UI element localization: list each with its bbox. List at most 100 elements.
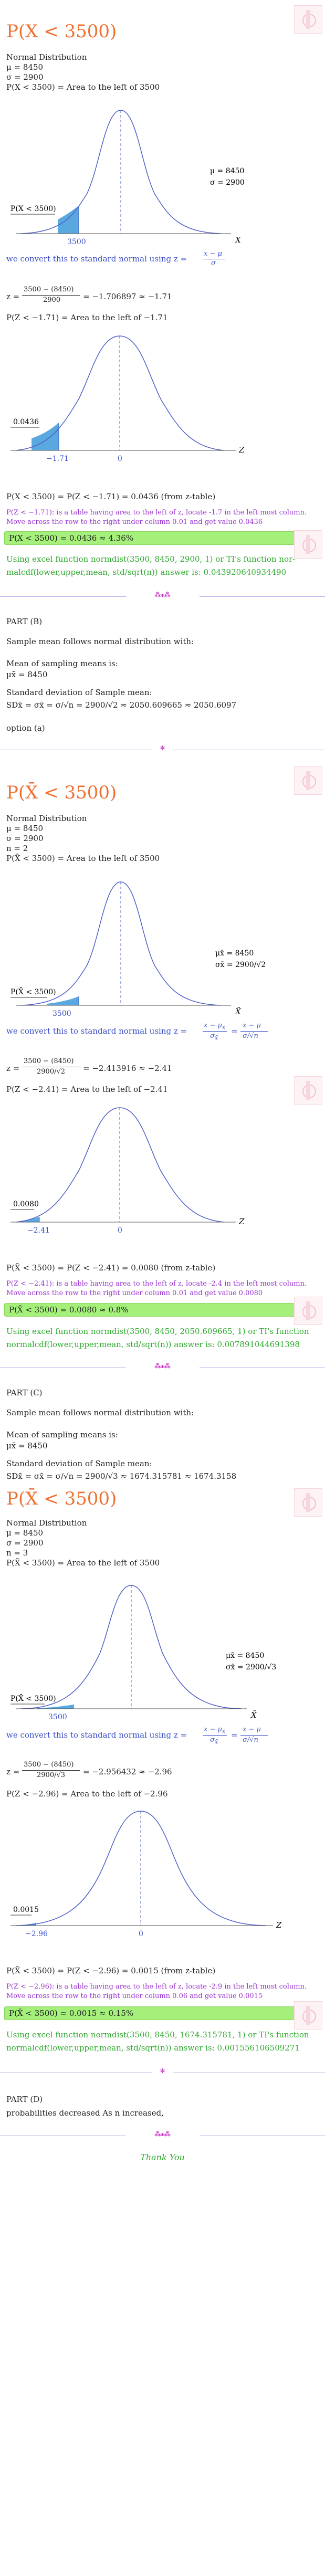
legend-mu: μ = 8450 <box>210 167 244 175</box>
shaded-area <box>32 423 59 450</box>
area-label: 0.0436 <box>13 418 39 426</box>
watermark-logo <box>294 1076 322 1105</box>
intro-line: Sample mean follows normal distribution … <box>6 1408 194 1417</box>
shaded-area <box>37 1705 74 1709</box>
section-title: P(X̄ < 3500) <box>6 782 117 803</box>
answer-text: P(X̄ < 3500) = 0.0015 ≈ 0.15% <box>9 2009 134 2018</box>
normal-curve-z: 0.0015 −2.96 0 Z <box>11 1811 282 1937</box>
z-fraction: σx̄ <box>210 1736 218 1746</box>
convert-text: we convert this to standard normal using… <box>6 1730 187 1740</box>
given-line: P(X < 3500) = Area to the left of 3500 <box>6 82 160 92</box>
watermark-logo <box>294 530 322 559</box>
convert-text: we convert this to standard normal using… <box>6 1026 187 1036</box>
z-calc-result: = −2.956432 ≈ −2.96 <box>83 1767 172 1776</box>
z-fraction: x − μ <box>243 1726 261 1733</box>
mean-title: Mean of sampling means is: <box>6 1430 118 1439</box>
excel-line: Using excel function normdist(3500, 8450… <box>6 554 296 564</box>
given-line: σ = 2900 <box>6 1538 44 1548</box>
watermark-logo <box>294 1297 322 1325</box>
given-line: σ = 2900 <box>6 834 44 843</box>
z-calc-num: 3500 − (8450) <box>24 286 74 293</box>
z-calc-den: 2900/√3 <box>37 1771 66 1779</box>
normal-curve-xbar: X̄ 3500 8450 P(X̄ < 3500) μx̄ = 8450 σx̄… <box>11 881 266 1018</box>
answer-box: P(X < 3500) = 0.0436 ≈ 4.36% <box>4 531 320 545</box>
cut-label: −1.71 <box>46 455 69 462</box>
z-calc-prefix: z = <box>6 1767 20 1776</box>
given-line: Normal Distribution <box>6 52 87 62</box>
mean-value: μx̄ = 8450 <box>6 670 48 679</box>
mean-label: 0 <box>139 1930 143 1937</box>
normal-curve-z: 0.0080 −2.41 0 Z <box>11 1107 245 1234</box>
part-label: PART (C) <box>6 1388 43 1397</box>
area-label: 0.0080 <box>13 1200 39 1208</box>
section-separator: ⁂⁎⁂ <box>154 2130 171 2138</box>
section-separator: ⁂⁎⁂ <box>154 1362 171 1370</box>
axis-label: Z <box>238 1217 245 1226</box>
cut-label: −2.41 <box>27 1226 50 1234</box>
left-label: P(X̄ < 3500) <box>11 987 56 996</box>
normal-curve-xbar: X̄ 3500 8450 P(X̄ < 3500) μx̄ = 8450 σx̄… <box>11 1585 276 1721</box>
thank-you-text: Thank You <box>140 2152 185 2162</box>
watermark-logo <box>294 766 322 795</box>
sd-line: SDx̄ = σx̄ = σ/√n = 2900/√2 ≈ 2050.60966… <box>6 700 237 710</box>
answer-box: P(X̄ < 3500) = 0.0080 ≈ 0.8% <box>4 1303 320 1317</box>
excel-line: normalcdf(lower,upper,mean, std/sqrt(n))… <box>6 1340 300 1349</box>
z-fraction: x − μx̄ <box>204 1022 226 1031</box>
axis-label: X̄ <box>250 1710 257 1720</box>
table-note: P(Z < −2.41): is a table having area to … <box>6 1280 307 1297</box>
excel-line: malcdf(lower,upper,mean, std/sqrt(n)) an… <box>6 567 287 577</box>
mean-label: 0 <box>118 455 122 462</box>
cut-label: 3500 <box>67 238 86 246</box>
z-fraction-den: σ <box>211 259 216 267</box>
given-line: P(X̄ < 3500) = Area to the left of 3500 <box>6 854 160 863</box>
answer-box: P(X̄ < 3500) = 0.0015 ≈ 0.15% <box>4 2006 320 2020</box>
left-label: P(X < 3500) <box>11 205 56 213</box>
z-calc-prefix: z = <box>6 1064 20 1073</box>
z-calc-result: = −2.413916 ≈ −2.41 <box>83 1064 172 1073</box>
z-calc-den: 2900/√2 <box>37 1068 66 1076</box>
pz-line: P(Z < −1.71) = Area to the left of −1.71 <box>6 313 168 322</box>
given-line: σ = 2900 <box>6 72 44 82</box>
result-line: P(X < 3500) = P(Z < −1.71) = 0.0436 (fro… <box>6 492 216 501</box>
z-calc-den: 2900 <box>43 296 61 304</box>
sd-title: Standard deviation of Sample mean: <box>6 1459 152 1468</box>
given-line: μ = 8450 <box>6 1528 44 1538</box>
axis-label: Z <box>238 445 245 455</box>
given-line: μ = 8450 <box>6 62 44 72</box>
answer-text: P(X < 3500) = 0.0436 ≈ 4.36% <box>9 533 134 543</box>
z-fraction: x − μx̄ <box>204 1726 226 1735</box>
conclusion-text: probabilities decreased As n increased, <box>6 2108 164 2118</box>
z-fraction: σ/√n <box>243 1032 258 1040</box>
legend-sigma: σx̄ = 2900/√3 <box>226 1663 276 1671</box>
watermark-logo <box>294 5 322 34</box>
section-title: P(X̄ < 3500) <box>6 1488 117 1509</box>
legend-mu: μx̄ = 8450 <box>215 949 254 958</box>
given-line: P(X̄ < 3500) = Area to the left of 3500 <box>6 1558 160 1568</box>
table-note: P(Z < −2.96): is a table having area to … <box>6 1983 307 2000</box>
z-fraction: = <box>231 1026 238 1036</box>
shaded-area <box>47 996 79 1005</box>
axis-label: Z <box>276 1920 282 1930</box>
normal-curve-x: X 3500 8450 P(X < 3500) μ = 8450 σ = 290… <box>11 110 245 246</box>
section-title: P(X < 3500) <box>6 21 117 42</box>
section-separator: ✻ <box>160 2067 165 2075</box>
part-label: PART (D) <box>6 2095 43 2104</box>
excel-line: normalcdf(lower,upper,mean, std/sqrt(n))… <box>6 2043 300 2053</box>
legend-sigma: σ = 2900 <box>210 178 245 187</box>
given-line: Normal Distribution <box>6 814 87 823</box>
cut-label: 3500 <box>48 1713 67 1721</box>
given-line: μ = 8450 <box>6 824 44 833</box>
area-label: 0.0015 <box>13 1906 39 1914</box>
excel-line: Using excel function normdist(3500, 8450… <box>6 2030 309 2039</box>
mean-title: Mean of sampling means is: <box>6 659 118 668</box>
given-line: Normal Distribution <box>6 1518 87 1528</box>
z-calc-num: 3500 − (8450) <box>24 1761 74 1769</box>
z-fraction: σx̄ <box>210 1032 218 1042</box>
z-calc-result: = −1.706897 ≈ −1.71 <box>83 292 172 301</box>
left-label: P(X̄ < 3500) <box>11 1694 56 1703</box>
z-calc-num: 3500 − (8450) <box>24 1057 74 1065</box>
cut-label: 3500 <box>53 1010 71 1018</box>
section-separator: ✻ <box>160 744 165 752</box>
legend-sigma: σx̄ = 2900/√2 <box>215 961 266 969</box>
